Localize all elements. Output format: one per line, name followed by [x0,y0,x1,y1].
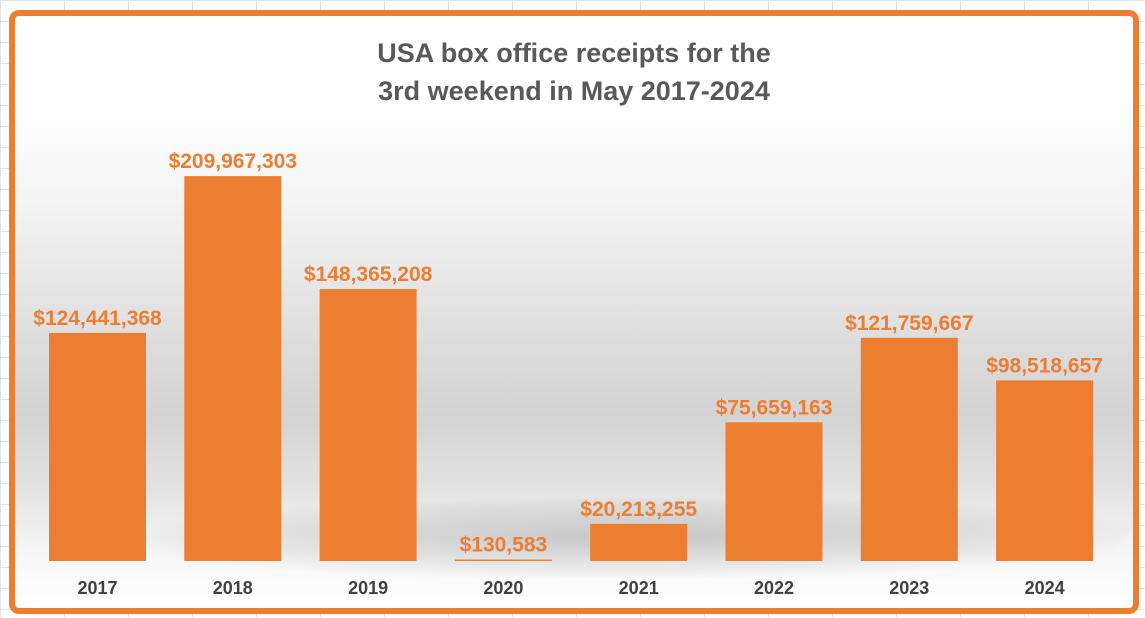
data-label-2021: $20,213,255 [580,498,697,521]
x-tick-label-2022: 2022 [754,578,794,598]
data-label-2024: $98,518,657 [986,354,1103,377]
x-tick-label-2019: 2019 [348,578,388,598]
x-tick-label-2023: 2023 [889,578,929,598]
bar-2019[interactable] [319,289,417,561]
x-tick-label-2018: 2018 [213,578,253,598]
chart-title-line-1: USA box office receipts for the [377,38,771,68]
bar-2022[interactable] [725,422,823,561]
data-label-2022: $75,659,163 [716,396,833,419]
x-tick-label-2020: 2020 [483,578,523,598]
data-label-2018: $209,967,303 [169,150,297,173]
x-tick-label-2017: 2017 [77,578,117,598]
data-label-2020: $130,583 [460,534,548,557]
data-label-2017: $124,441,368 [33,307,162,330]
bar-2021[interactable] [590,523,688,561]
data-label-2023: $121,759,667 [845,312,973,335]
bar-2017[interactable] [49,332,146,561]
data-label-2019: $148,365,208 [304,263,433,286]
bar-2024[interactable] [996,380,1094,561]
bar-2023[interactable] [860,337,958,561]
bar-2020[interactable] [454,559,552,562]
bar-2018[interactable] [184,176,282,561]
x-tick-label-2024: 2024 [1025,578,1065,598]
x-tick-label-2021: 2021 [619,578,659,598]
chart-title-line-2: 3rd weekend in May 2017-2024 [378,76,770,106]
